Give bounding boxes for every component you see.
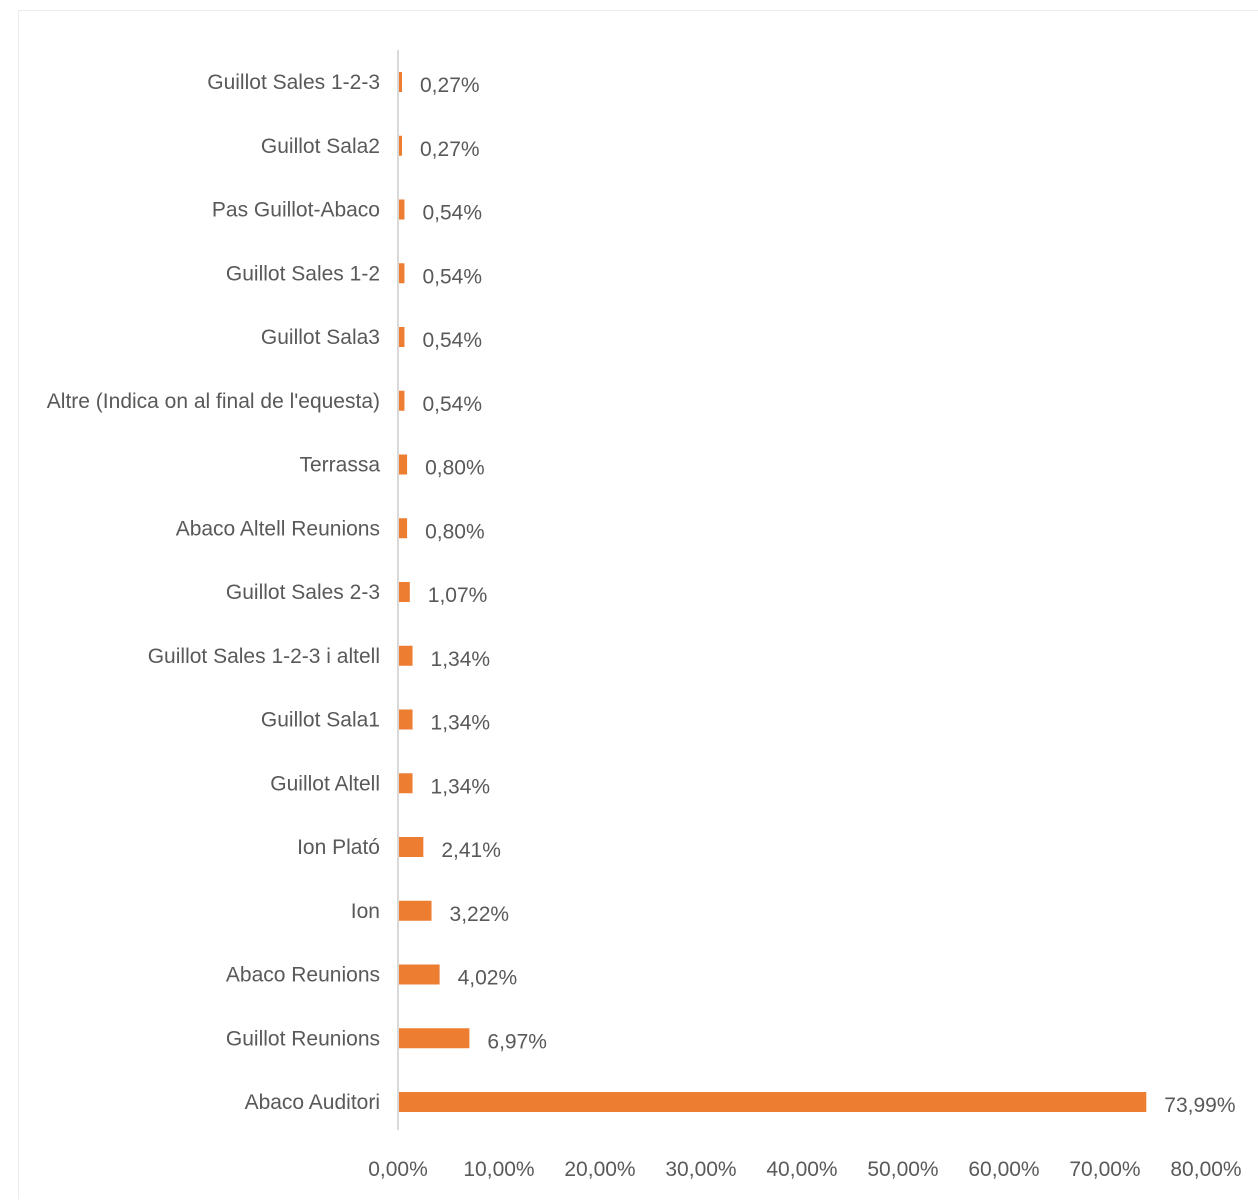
category-label: Guillot Sales 2-3: [226, 581, 380, 604]
category-label: Guillot Altell: [270, 772, 380, 795]
category-label: Guillot Sales 1-2-3 i altell: [148, 645, 380, 668]
category-label: Guillot Sala1: [261, 709, 380, 732]
data-label: 0,27%: [420, 138, 480, 161]
category-label: Ion: [351, 900, 380, 923]
category-label: Abaco Auditori: [245, 1091, 380, 1114]
x-tick-label: 10,00%: [463, 1158, 534, 1181]
category-label: Ion Plató: [297, 836, 380, 859]
bar: [399, 1092, 1147, 1112]
bar: [399, 263, 405, 284]
data-label: 0,54%: [422, 202, 482, 225]
category-label: Guillot Sales 1-2-3: [207, 71, 380, 94]
bar: [399, 199, 405, 220]
x-tick-label: 60,00%: [968, 1158, 1039, 1181]
data-label: 0,80%: [425, 457, 485, 480]
data-label: 0,54%: [422, 329, 482, 352]
category-label: Altre (Indica on al final de l'equesta): [47, 390, 380, 413]
x-tick-label: 70,00%: [1069, 1158, 1140, 1181]
data-label: 3,22%: [450, 903, 510, 926]
bar: [399, 837, 424, 857]
bar: [399, 1028, 470, 1049]
data-label: 4,02%: [458, 967, 518, 990]
data-label: 1,34%: [431, 712, 491, 735]
category-label: Guillot Sales 1-2: [226, 262, 380, 285]
data-label: 0,54%: [422, 393, 482, 416]
bar: [399, 72, 402, 92]
bar: [399, 645, 413, 666]
chart-frame: [18, 10, 1258, 1199]
bar: [399, 454, 408, 475]
bar: [399, 327, 405, 347]
data-label: 1,07%: [428, 584, 488, 607]
bar: [399, 582, 410, 602]
data-label: 0,54%: [422, 265, 482, 288]
category-label: Abaco Altell Reunions: [176, 517, 380, 540]
bar: [399, 709, 413, 730]
category-label: Guillot Sala2: [261, 135, 380, 158]
x-tick-label: 20,00%: [564, 1158, 635, 1181]
x-tick-label: 40,00%: [766, 1158, 837, 1181]
bar: [399, 135, 402, 156]
bar: [399, 518, 408, 539]
data-label: 0,80%: [425, 520, 485, 543]
category-label: Abaco Reunions: [226, 964, 380, 987]
data-label: 73,99%: [1164, 1094, 1235, 1117]
data-label: 1,34%: [431, 648, 491, 671]
x-tick-label: 50,00%: [867, 1158, 938, 1181]
data-label: 0,27%: [420, 74, 480, 97]
category-label: Guillot Sala3: [261, 326, 380, 349]
bar: [399, 390, 405, 411]
bar: [399, 773, 413, 794]
category-label: Terrassa: [299, 454, 380, 477]
bar: [399, 964, 440, 985]
data-label: 2,41%: [441, 839, 501, 862]
bar: [399, 900, 432, 921]
x-tick-label: 0,00%: [368, 1158, 428, 1181]
category-label: Pas Guillot-Abaco: [212, 199, 380, 222]
x-tick-label: 80,00%: [1170, 1158, 1241, 1181]
category-label: Guillot Reunions: [226, 1027, 380, 1050]
x-tick-label: 30,00%: [665, 1158, 736, 1181]
data-label: 1,34%: [431, 775, 491, 798]
data-label: 6,97%: [487, 1030, 547, 1053]
